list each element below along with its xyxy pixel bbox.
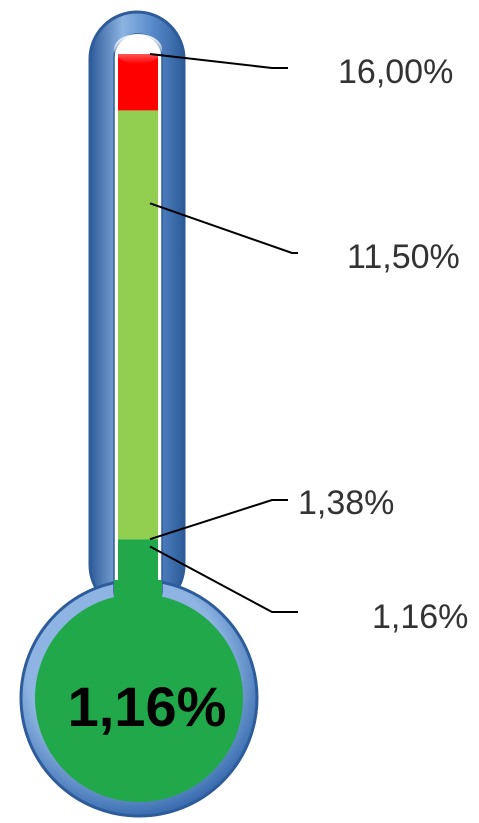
column-band-1 [118,110,158,540]
marker-label-3: 1,16% [372,598,468,636]
marker-label-2: 1,38% [298,484,394,522]
tube-top-glow [114,34,162,64]
leader-line-1 [149,202,298,254]
bulb-value-label: 1,16% [68,675,227,738]
bulb-fill [35,594,243,802]
leader-line-3 [149,545,298,613]
marker-label-1: 11,50% [347,238,460,276]
leader-line-0 [149,53,288,69]
column-band-0 [118,539,158,585]
marker-labels: 16,00% 11,50% 1,38% 1,16% [149,53,468,636]
thermometer-column [118,54,158,585]
leader-line-2 [149,499,288,541]
bulb-neck [114,580,162,610]
marker-label-0: 16,00% [338,53,453,91]
